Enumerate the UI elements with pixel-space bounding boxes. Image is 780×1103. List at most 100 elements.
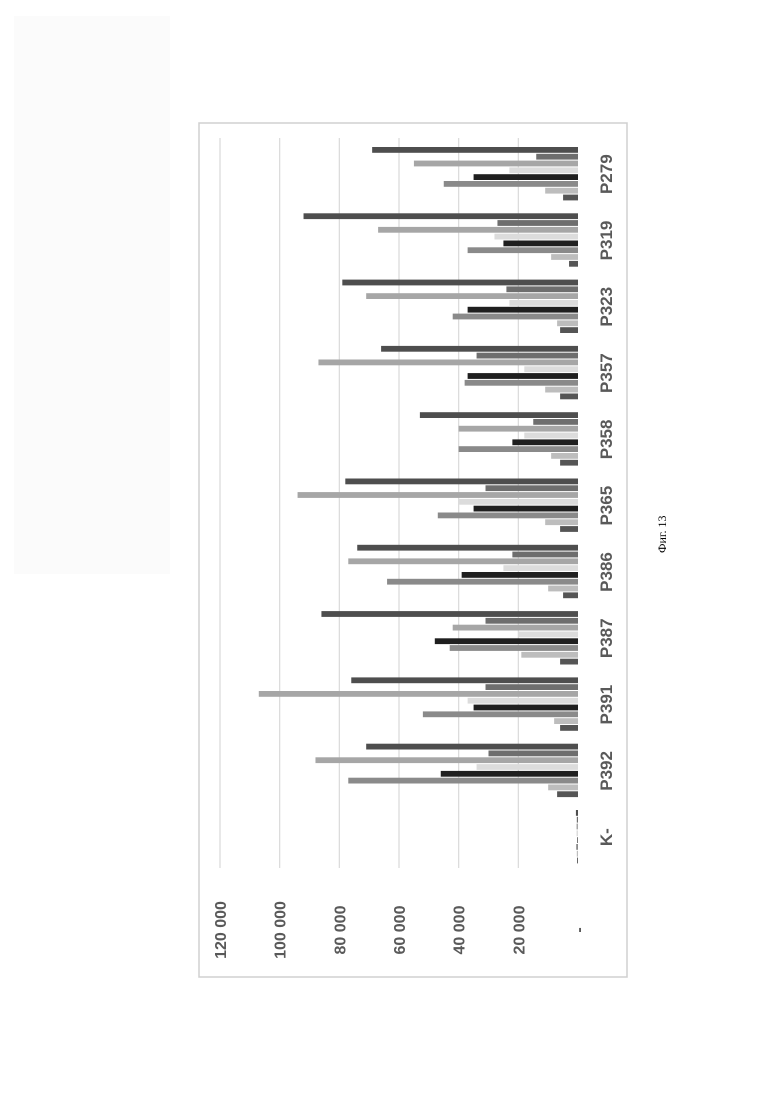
bar [345,479,578,485]
bar [414,161,578,167]
value-tick-label: 20 000 [511,905,528,954]
bar [576,844,578,850]
bar [509,300,578,306]
category-label: P357 [597,353,616,393]
bar [551,453,578,459]
value-tick-label: - [571,927,588,932]
bar [468,373,578,379]
bar [459,499,578,505]
bar [494,234,578,240]
bar [435,638,578,644]
bar [577,837,578,843]
bar [378,227,578,233]
bar [557,320,578,326]
bar [577,824,578,830]
bar [315,757,578,763]
bar [563,195,578,201]
bar [512,439,578,445]
bar [577,817,578,823]
bar [560,659,578,665]
bar [503,241,578,247]
bar [438,513,578,519]
bar [477,764,578,770]
bar [503,565,578,571]
bar [576,810,578,816]
bar [545,188,578,194]
bar [420,412,578,418]
category-label: P391 [597,685,616,725]
bar [474,506,578,512]
bar [486,684,578,690]
bar [465,380,578,386]
bar [318,360,578,366]
bar [563,592,578,598]
bar [486,485,578,491]
category-label: P387 [597,618,616,658]
bar [551,254,578,260]
bar [444,181,578,187]
value-tick-label: 120 000 [213,901,230,959]
bar [459,426,578,432]
bar [577,851,578,857]
bar [489,751,579,757]
bar [381,346,578,352]
bar [366,744,578,750]
bar [518,632,578,638]
category-label: P386 [597,552,616,592]
bar [560,394,578,400]
bar [450,645,578,651]
bar [366,293,578,299]
bar [453,625,578,631]
bar [468,247,578,253]
bar [548,586,578,592]
bar [459,446,578,452]
bar [441,771,578,777]
bar [342,280,578,286]
bar [512,552,578,558]
bar [536,154,578,160]
value-tick-label: 80 000 [332,905,349,954]
bar [545,387,578,393]
category-label: P279 [597,154,616,194]
bar [372,147,578,153]
bar [474,174,578,180]
bar [554,718,578,724]
bar [348,558,578,564]
bar [321,611,578,617]
bar [462,572,578,578]
bar [569,261,578,267]
bar [533,419,578,425]
bar [387,579,578,585]
bar [298,492,578,498]
bar [560,460,578,466]
bar [521,652,578,658]
bar [423,711,578,717]
bar [560,526,578,532]
figure-caption: Фиг. 13 [655,516,670,553]
bar [524,433,578,439]
bar [557,791,578,797]
bar [477,353,578,359]
bar [548,785,578,791]
bar [357,545,578,551]
bar [259,691,578,697]
bar [304,213,578,219]
bar [524,366,578,372]
bar [577,858,578,864]
bar [348,778,578,784]
bar [497,220,578,226]
category-label: P319 [597,221,616,261]
bar [560,725,578,731]
bar [474,705,578,711]
bar [560,327,578,333]
value-tick-label: 40 000 [452,905,469,954]
bar [351,677,578,683]
bar [468,307,578,313]
bar [509,167,578,173]
category-label: P365 [597,486,616,526]
bar [545,519,578,525]
bar [453,314,578,320]
category-label: P392 [597,751,616,791]
bar [506,286,578,292]
bar [486,618,578,624]
